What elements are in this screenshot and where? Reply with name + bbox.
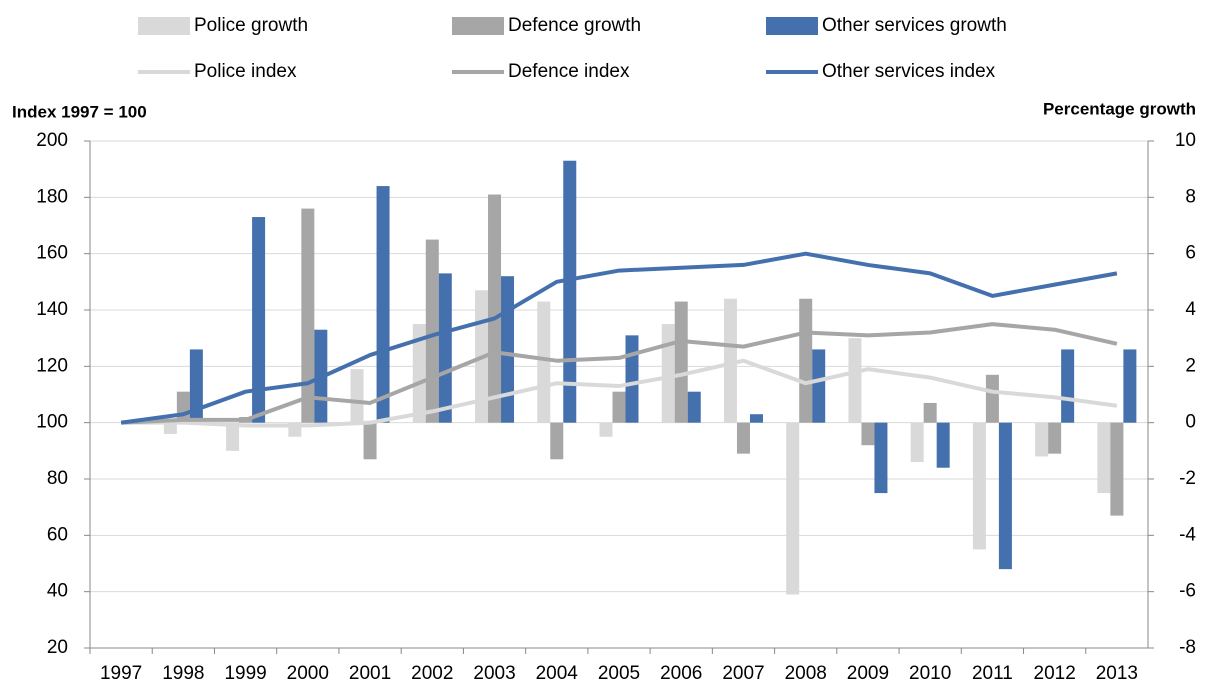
bar xyxy=(985,374,999,423)
bar xyxy=(749,414,763,423)
bar xyxy=(488,194,502,423)
bar xyxy=(923,402,937,423)
y2-tick-label: 6 xyxy=(1185,243,1196,264)
bar xyxy=(1048,422,1062,454)
bar xyxy=(376,186,390,423)
bar xyxy=(936,422,950,468)
legend-swatch xyxy=(138,17,190,35)
bar xyxy=(599,422,613,437)
y2-tick-label: -4 xyxy=(1179,524,1196,545)
legend-label: Defence index xyxy=(508,61,630,82)
bar xyxy=(301,208,315,423)
line xyxy=(121,358,1118,428)
bar xyxy=(189,349,203,423)
bar xyxy=(625,335,639,423)
line xyxy=(121,322,1118,425)
legend-swatch xyxy=(766,17,818,35)
y-tick-label: 120 xyxy=(36,355,68,376)
x-tick-label: 2009 xyxy=(847,663,889,684)
y2-axis-title: Percentage growth xyxy=(1043,99,1196,118)
bar xyxy=(438,273,452,423)
y2-tick-label: -8 xyxy=(1179,637,1196,658)
y-tick-label: 40 xyxy=(47,581,68,602)
bar xyxy=(537,301,551,423)
y-tick-label: 60 xyxy=(47,524,68,545)
line xyxy=(120,251,1118,425)
bar xyxy=(661,324,675,423)
x-tick-label: 2003 xyxy=(473,663,515,684)
bar xyxy=(163,422,177,434)
bar xyxy=(687,391,701,423)
y-tick-label: 140 xyxy=(36,299,68,320)
bar xyxy=(874,422,888,494)
bar xyxy=(550,422,564,460)
y2-tick-label: 8 xyxy=(1185,186,1196,207)
y-tick-label: 160 xyxy=(36,243,68,264)
y2-tick-label: 10 xyxy=(1175,130,1196,151)
y2-tick-label: -6 xyxy=(1179,581,1196,602)
bar xyxy=(1061,349,1075,423)
x-tick-label: 2013 xyxy=(1096,663,1138,684)
bar xyxy=(998,422,1012,570)
x-tick-label: 2004 xyxy=(536,663,579,684)
legend-swatch xyxy=(452,17,504,35)
x-tick-label: 2001 xyxy=(349,663,391,684)
bar xyxy=(972,422,986,550)
y2-tick-label: -2 xyxy=(1179,468,1196,489)
bar xyxy=(910,422,924,463)
bar xyxy=(799,298,813,423)
bar xyxy=(563,160,577,423)
y-tick-label: 180 xyxy=(36,186,68,207)
x-tick-label: 2000 xyxy=(287,663,329,684)
bar xyxy=(812,349,826,423)
bar xyxy=(1035,422,1049,457)
bar xyxy=(412,324,426,423)
legend-label: Other services growth xyxy=(822,15,1007,36)
y2-tick-label: 0 xyxy=(1185,412,1196,433)
bar xyxy=(1110,422,1124,516)
y-axis-title: Index 1997 = 100 xyxy=(12,102,147,121)
bar xyxy=(612,391,626,423)
bar xyxy=(252,217,266,423)
x-tick-label: 2007 xyxy=(722,663,764,684)
x-tick-label: 1997 xyxy=(100,663,142,684)
y2-tick-label: 4 xyxy=(1185,299,1196,320)
legend-label: Defence growth xyxy=(508,15,641,36)
y-tick-label: 20 xyxy=(47,637,68,658)
x-tick-label: 1999 xyxy=(224,663,266,684)
y-tick-label: 80 xyxy=(47,468,68,489)
bar xyxy=(848,338,862,423)
y2-tick-label: 2 xyxy=(1185,355,1196,376)
y-tick-label: 200 xyxy=(36,130,68,151)
legend-label: Police growth xyxy=(194,15,308,36)
x-tick-label: 1998 xyxy=(162,663,204,684)
bar xyxy=(861,422,875,446)
bar xyxy=(1097,422,1111,494)
x-tick-label: 2005 xyxy=(598,663,640,684)
legend-label: Police index xyxy=(194,61,297,82)
legend-label: Other services index xyxy=(822,61,996,82)
x-tick-label: 2010 xyxy=(909,663,951,684)
bar xyxy=(501,276,515,423)
y-tick-label: 100 xyxy=(36,412,68,433)
x-tick-label: 2002 xyxy=(411,663,453,684)
bar xyxy=(1123,349,1137,423)
bar xyxy=(736,422,750,454)
bar xyxy=(363,422,377,460)
x-tick-label: 2006 xyxy=(660,663,702,684)
bar xyxy=(786,422,800,595)
bar xyxy=(723,298,737,423)
x-tick-label: 2008 xyxy=(785,663,827,684)
x-tick-label: 2012 xyxy=(1034,663,1076,684)
bar xyxy=(350,369,364,423)
bar xyxy=(226,422,240,451)
bar xyxy=(425,239,439,423)
bar xyxy=(674,301,688,423)
x-tick-label: 2011 xyxy=(972,663,1013,684)
